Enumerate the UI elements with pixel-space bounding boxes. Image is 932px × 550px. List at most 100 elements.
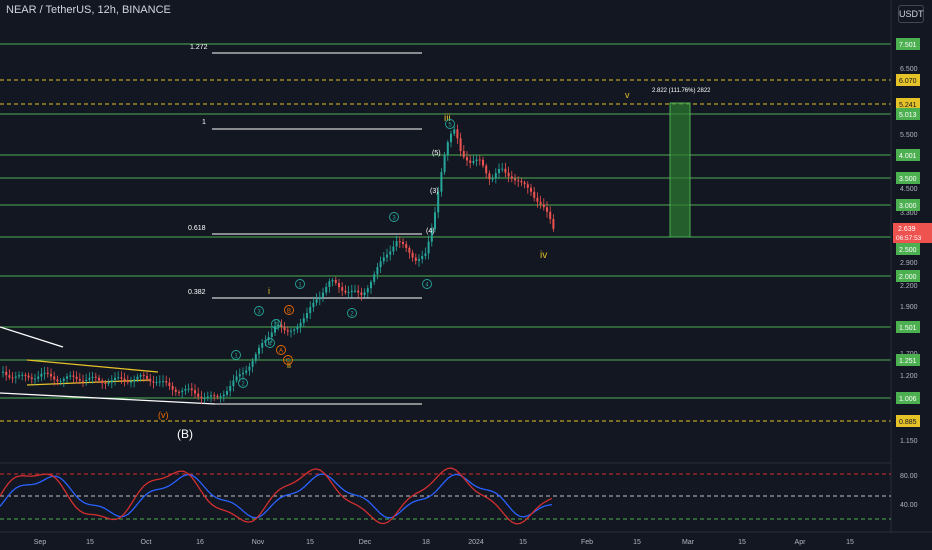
candle-body — [299, 322, 302, 327]
candle-body — [5, 371, 8, 376]
candle-body — [78, 379, 81, 381]
candle-body — [56, 379, 59, 382]
candle-body — [526, 184, 529, 188]
candle-body — [350, 290, 353, 292]
candle-body — [501, 168, 504, 170]
candle-body — [34, 378, 36, 380]
candle-body — [21, 374, 24, 376]
price-axis[interactable]: 6.5005.5004.5003.3002.9002.2001.9001.700… — [890, 0, 932, 532]
candle-body — [510, 176, 513, 179]
price-level-badge — [896, 321, 920, 333]
candle-body — [248, 366, 251, 371]
candle-body — [245, 370, 248, 373]
candle-body — [338, 283, 340, 288]
candle-body — [85, 379, 88, 382]
candle-body — [219, 396, 222, 398]
osc-tick: 40.00 — [900, 502, 918, 509]
candle-body — [82, 380, 84, 382]
candle-body — [162, 381, 164, 383]
price-level-badge — [896, 149, 920, 161]
candle-body — [53, 376, 56, 380]
candle-body — [315, 299, 318, 303]
candle-body — [232, 380, 235, 386]
candle-body — [75, 376, 78, 380]
stoch-k-line — [0, 467, 553, 525]
candle-body — [194, 390, 196, 394]
candle-body — [37, 376, 40, 379]
price-tick: 1.900 — [900, 304, 918, 311]
candle-body — [213, 395, 216, 397]
candle-body — [274, 326, 276, 333]
time-axis[interactable]: Sep 15 Oct 16 Nov 15 Dec 18 2024 15 Feb 15 Mar 15 Apr 1… — [0, 531, 932, 546]
candle-body — [536, 197, 539, 202]
candle-body — [389, 251, 392, 255]
candle-body — [187, 388, 190, 390]
fib-retracement[interactable]: 1.272 1 0.618 0.382 — [188, 44, 422, 405]
candle-body — [40, 373, 43, 377]
wave-circle — [347, 308, 357, 318]
candle-body — [43, 372, 46, 374]
candle-body — [206, 396, 209, 399]
candle-body — [546, 207, 548, 212]
candle-body — [459, 138, 462, 152]
time-tick: Mar — [682, 539, 695, 546]
candle-body — [462, 151, 465, 158]
candle-body — [379, 261, 382, 268]
candle-body — [440, 172, 443, 192]
candle-body — [114, 377, 116, 381]
candle-body — [142, 375, 145, 377]
price-level-badge — [896, 98, 920, 110]
price-level-badge — [896, 108, 920, 120]
wave-label-iii: iii — [444, 113, 451, 124]
candle-body — [376, 267, 379, 275]
candle-body — [126, 380, 129, 383]
candle-body — [235, 376, 238, 381]
candle-body — [168, 382, 171, 386]
wave-label-5: (5) — [432, 150, 441, 157]
candle-body — [136, 376, 139, 380]
fib-label: 1.272 — [190, 44, 208, 51]
price-level-label: 6.070 — [899, 78, 917, 85]
candle-body — [165, 381, 168, 383]
candle-body — [296, 326, 299, 330]
candle-body — [117, 377, 120, 379]
candle-body — [398, 241, 401, 243]
candle-body — [424, 253, 427, 257]
candle-body — [437, 191, 440, 213]
price-level-label: 1.501 — [899, 325, 917, 332]
wave-circle-label: 3 — [392, 216, 396, 222]
time-tick: 18 — [422, 539, 430, 546]
candle-body — [530, 187, 532, 192]
candle-body — [482, 159, 484, 166]
candle-body — [210, 395, 212, 397]
price-tick: 6.500 — [900, 66, 918, 73]
candle-body — [69, 375, 72, 377]
time-tick: Oct — [141, 539, 152, 546]
trendlines[interactable] — [0, 326, 216, 405]
price-level-label: 2.000 — [899, 274, 917, 281]
wave-circles: 1 2 3 4 5 1 2 3 4 5 A B C — [231, 119, 455, 388]
candle-body — [507, 172, 510, 177]
time-tick: Apr — [795, 539, 807, 546]
wave-label-3: (3) — [430, 188, 439, 195]
stochastic-rsi-pane[interactable]: 80.00 40.00 — [0, 462, 918, 525]
wave-label-b: (B) — [177, 427, 193, 441]
candle-body — [94, 376, 97, 378]
wave-label-v-sub: (v) — [158, 410, 169, 420]
price-tick: 5.500 — [900, 132, 918, 139]
wave-circle — [265, 338, 275, 348]
price-tick: 3.300 — [900, 210, 918, 217]
fib-label: 0.382 — [188, 289, 206, 296]
wave-circle-label: 2 — [350, 312, 354, 318]
target-box[interactable]: 2.822 (111.76%) 2822 — [652, 88, 711, 238]
candle-body — [98, 377, 100, 381]
candle-body — [251, 360, 254, 367]
price-level-label: 2.500 — [899, 247, 917, 254]
candle-body — [514, 178, 516, 181]
price-level-label: 5.013 — [899, 112, 917, 119]
candle-body — [466, 157, 468, 161]
candle-body — [91, 376, 94, 378]
currency-button[interactable]: USDT — [898, 5, 924, 23]
target-label: 2.822 (111.76%) 2822 — [652, 88, 711, 94]
